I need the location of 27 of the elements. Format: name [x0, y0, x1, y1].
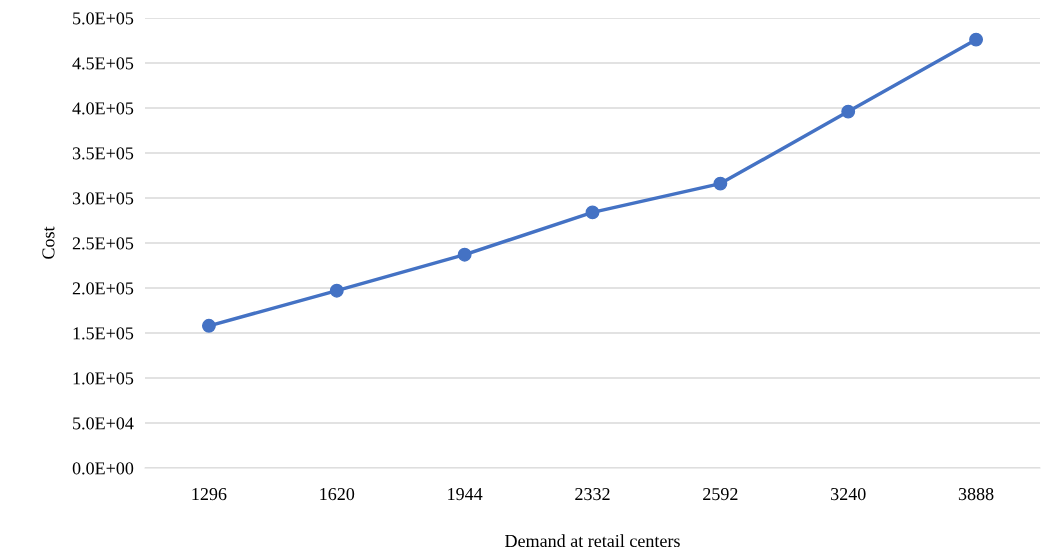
y-tick-label: 2.0E+05: [72, 282, 134, 295]
x-tick-label: 1620: [320, 487, 355, 501]
point: [841, 104, 856, 119]
y-axis-title: Cost: [42, 226, 55, 259]
point: [585, 205, 600, 220]
x-tick-label: 3240: [831, 487, 866, 501]
x-axis-title: Demand at retail centers: [505, 534, 680, 548]
point: [969, 32, 984, 47]
y-tick-label: 1.5E+05: [73, 327, 134, 340]
x-tick-label: 3888: [958, 487, 994, 501]
y-tick-label: 4.5E+05: [72, 57, 134, 70]
y-tick-label: 0.0E+00: [72, 462, 134, 475]
x-tick-label: 2592: [703, 488, 738, 501]
y-tick-label: 5.0E+05: [73, 12, 134, 25]
y-tick-label: 5.0E+04: [73, 417, 134, 430]
y-tick-label: 1.0E+05: [73, 372, 134, 385]
point: [329, 283, 344, 298]
y-tick-label: 3.5E+05: [72, 147, 134, 160]
point: [713, 176, 728, 191]
point: [457, 247, 472, 262]
y-tick-label: 2.5E+05: [72, 237, 134, 250]
x-tick-label: 2332: [575, 488, 610, 501]
y-tick-label: 4.0E+05: [72, 102, 134, 115]
point: [201, 318, 216, 333]
x-tick-label: 1944: [448, 488, 483, 501]
x-tick-label: 1296: [192, 488, 227, 501]
y-tick-label: 3.0E+05: [72, 192, 134, 205]
